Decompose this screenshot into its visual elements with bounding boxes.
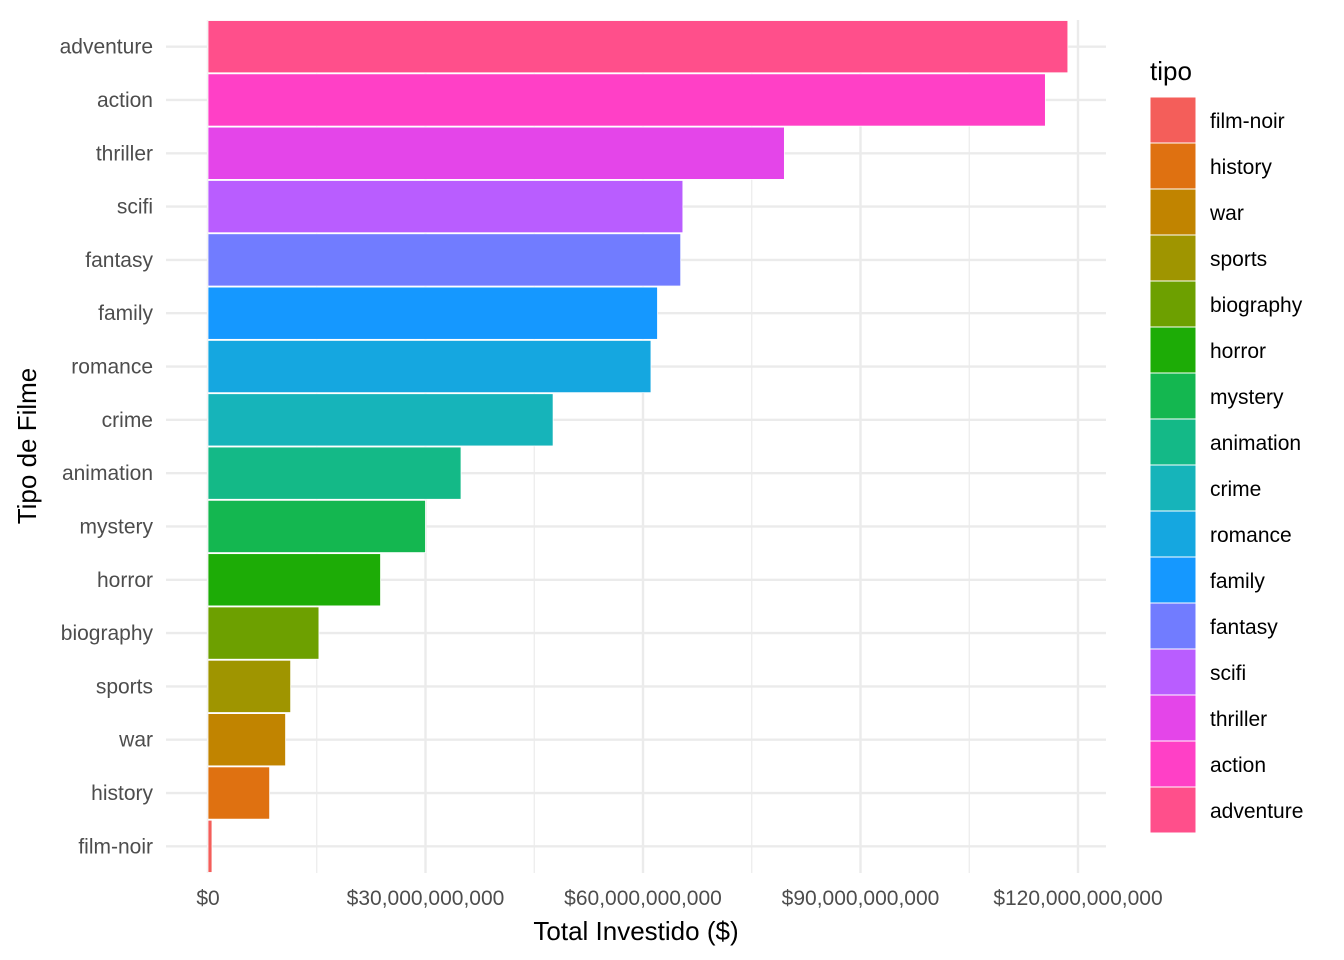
legend-label: action xyxy=(1210,754,1266,777)
legend-key-film-noir xyxy=(1149,96,1197,144)
legend-key-thriller xyxy=(1149,694,1197,742)
bar-adventure xyxy=(207,20,1069,74)
bar-film-noir xyxy=(207,819,213,873)
legend-key-horror xyxy=(1149,326,1197,374)
y-tick-label: family xyxy=(98,302,153,325)
legend-label: romance xyxy=(1210,524,1292,547)
bar-crime xyxy=(207,393,554,447)
bar-war xyxy=(207,713,286,767)
legend-label: fantasy xyxy=(1210,616,1278,639)
legend-key-crime xyxy=(1149,464,1197,512)
y-tick-label: mystery xyxy=(80,515,154,538)
legend-label: film-noir xyxy=(1210,110,1285,133)
bar-sports xyxy=(207,659,292,713)
legend-key-biography xyxy=(1149,280,1197,328)
bar-history xyxy=(207,766,271,820)
legend-key-mystery xyxy=(1149,372,1197,420)
legend-key-scifi xyxy=(1149,648,1197,696)
y-tick-label: sports xyxy=(96,675,153,698)
y-tick-label: animation xyxy=(62,462,153,485)
bar-action xyxy=(207,73,1046,127)
legend-label: scifi xyxy=(1210,662,1246,685)
y-tick-label: history xyxy=(91,782,153,805)
x-tick-label: $60,000,000,000 xyxy=(564,887,722,910)
y-axis-title: Tipo de Filme xyxy=(12,368,42,525)
x-tick-label: $30,000,000,000 xyxy=(347,887,505,910)
legend-label: war xyxy=(1209,202,1244,225)
bar-scifi xyxy=(207,180,684,234)
bar-biography xyxy=(207,606,320,660)
legend-key-war xyxy=(1149,188,1197,236)
x-tick-label: $90,000,000,000 xyxy=(782,887,940,910)
y-tick-label: romance xyxy=(71,356,153,379)
y-tick-labels: adventure action thriller scifi fantasy famil… xyxy=(60,36,154,859)
legend-key-sports xyxy=(1149,234,1197,282)
y-tick-label: action xyxy=(97,89,153,112)
legend-label: crime xyxy=(1210,478,1261,501)
bar-romance xyxy=(207,340,652,394)
bar-animation xyxy=(207,446,462,500)
legend-label: animation xyxy=(1210,432,1301,455)
y-tick-label: adventure xyxy=(60,36,153,59)
x-tick-label: $120,000,000,000 xyxy=(993,887,1162,910)
bar-mystery xyxy=(207,499,426,553)
y-tick-label: film-noir xyxy=(78,835,153,858)
legend-title: tipo xyxy=(1150,56,1192,86)
legend-key-action xyxy=(1149,740,1197,788)
legend-label: family xyxy=(1210,570,1265,593)
y-tick-label: horror xyxy=(97,569,153,592)
legend-key-history xyxy=(1149,142,1197,190)
bar-thriller xyxy=(207,126,785,180)
bars xyxy=(207,20,1069,873)
y-tick-label: thriller xyxy=(96,142,153,165)
x-tick-labels: $0 $30,000,000,000 $60,000,000,000 $90,000,… xyxy=(196,887,1162,910)
y-tick-label: war xyxy=(118,729,153,752)
legend-label: horror xyxy=(1210,340,1266,363)
legend-label: sports xyxy=(1210,248,1267,271)
legend-key-fantasy xyxy=(1149,602,1197,650)
bar-family xyxy=(207,286,658,340)
y-tick-label: crime xyxy=(102,409,153,432)
bar-fantasy xyxy=(207,233,682,287)
legend-key-animation xyxy=(1149,418,1197,466)
x-axis-title: Total Investido ($) xyxy=(533,916,738,946)
legend-label: thriller xyxy=(1210,708,1267,731)
legend-label: adventure xyxy=(1210,800,1303,823)
legend-label: mystery xyxy=(1210,386,1284,409)
y-tick-label: scifi xyxy=(117,196,153,219)
y-tick-label: fantasy xyxy=(85,249,153,272)
legend: film-noir history war sports biography horror… xyxy=(1149,96,1303,834)
legend-label: biography xyxy=(1210,294,1303,317)
legend-label: history xyxy=(1210,156,1272,179)
legend-key-adventure xyxy=(1149,786,1197,834)
legend-key-romance xyxy=(1149,510,1197,558)
bar-horror xyxy=(207,553,381,607)
y-tick-label: biography xyxy=(61,622,154,645)
x-tick-label: $0 xyxy=(196,887,219,910)
legend-key-family xyxy=(1149,556,1197,604)
